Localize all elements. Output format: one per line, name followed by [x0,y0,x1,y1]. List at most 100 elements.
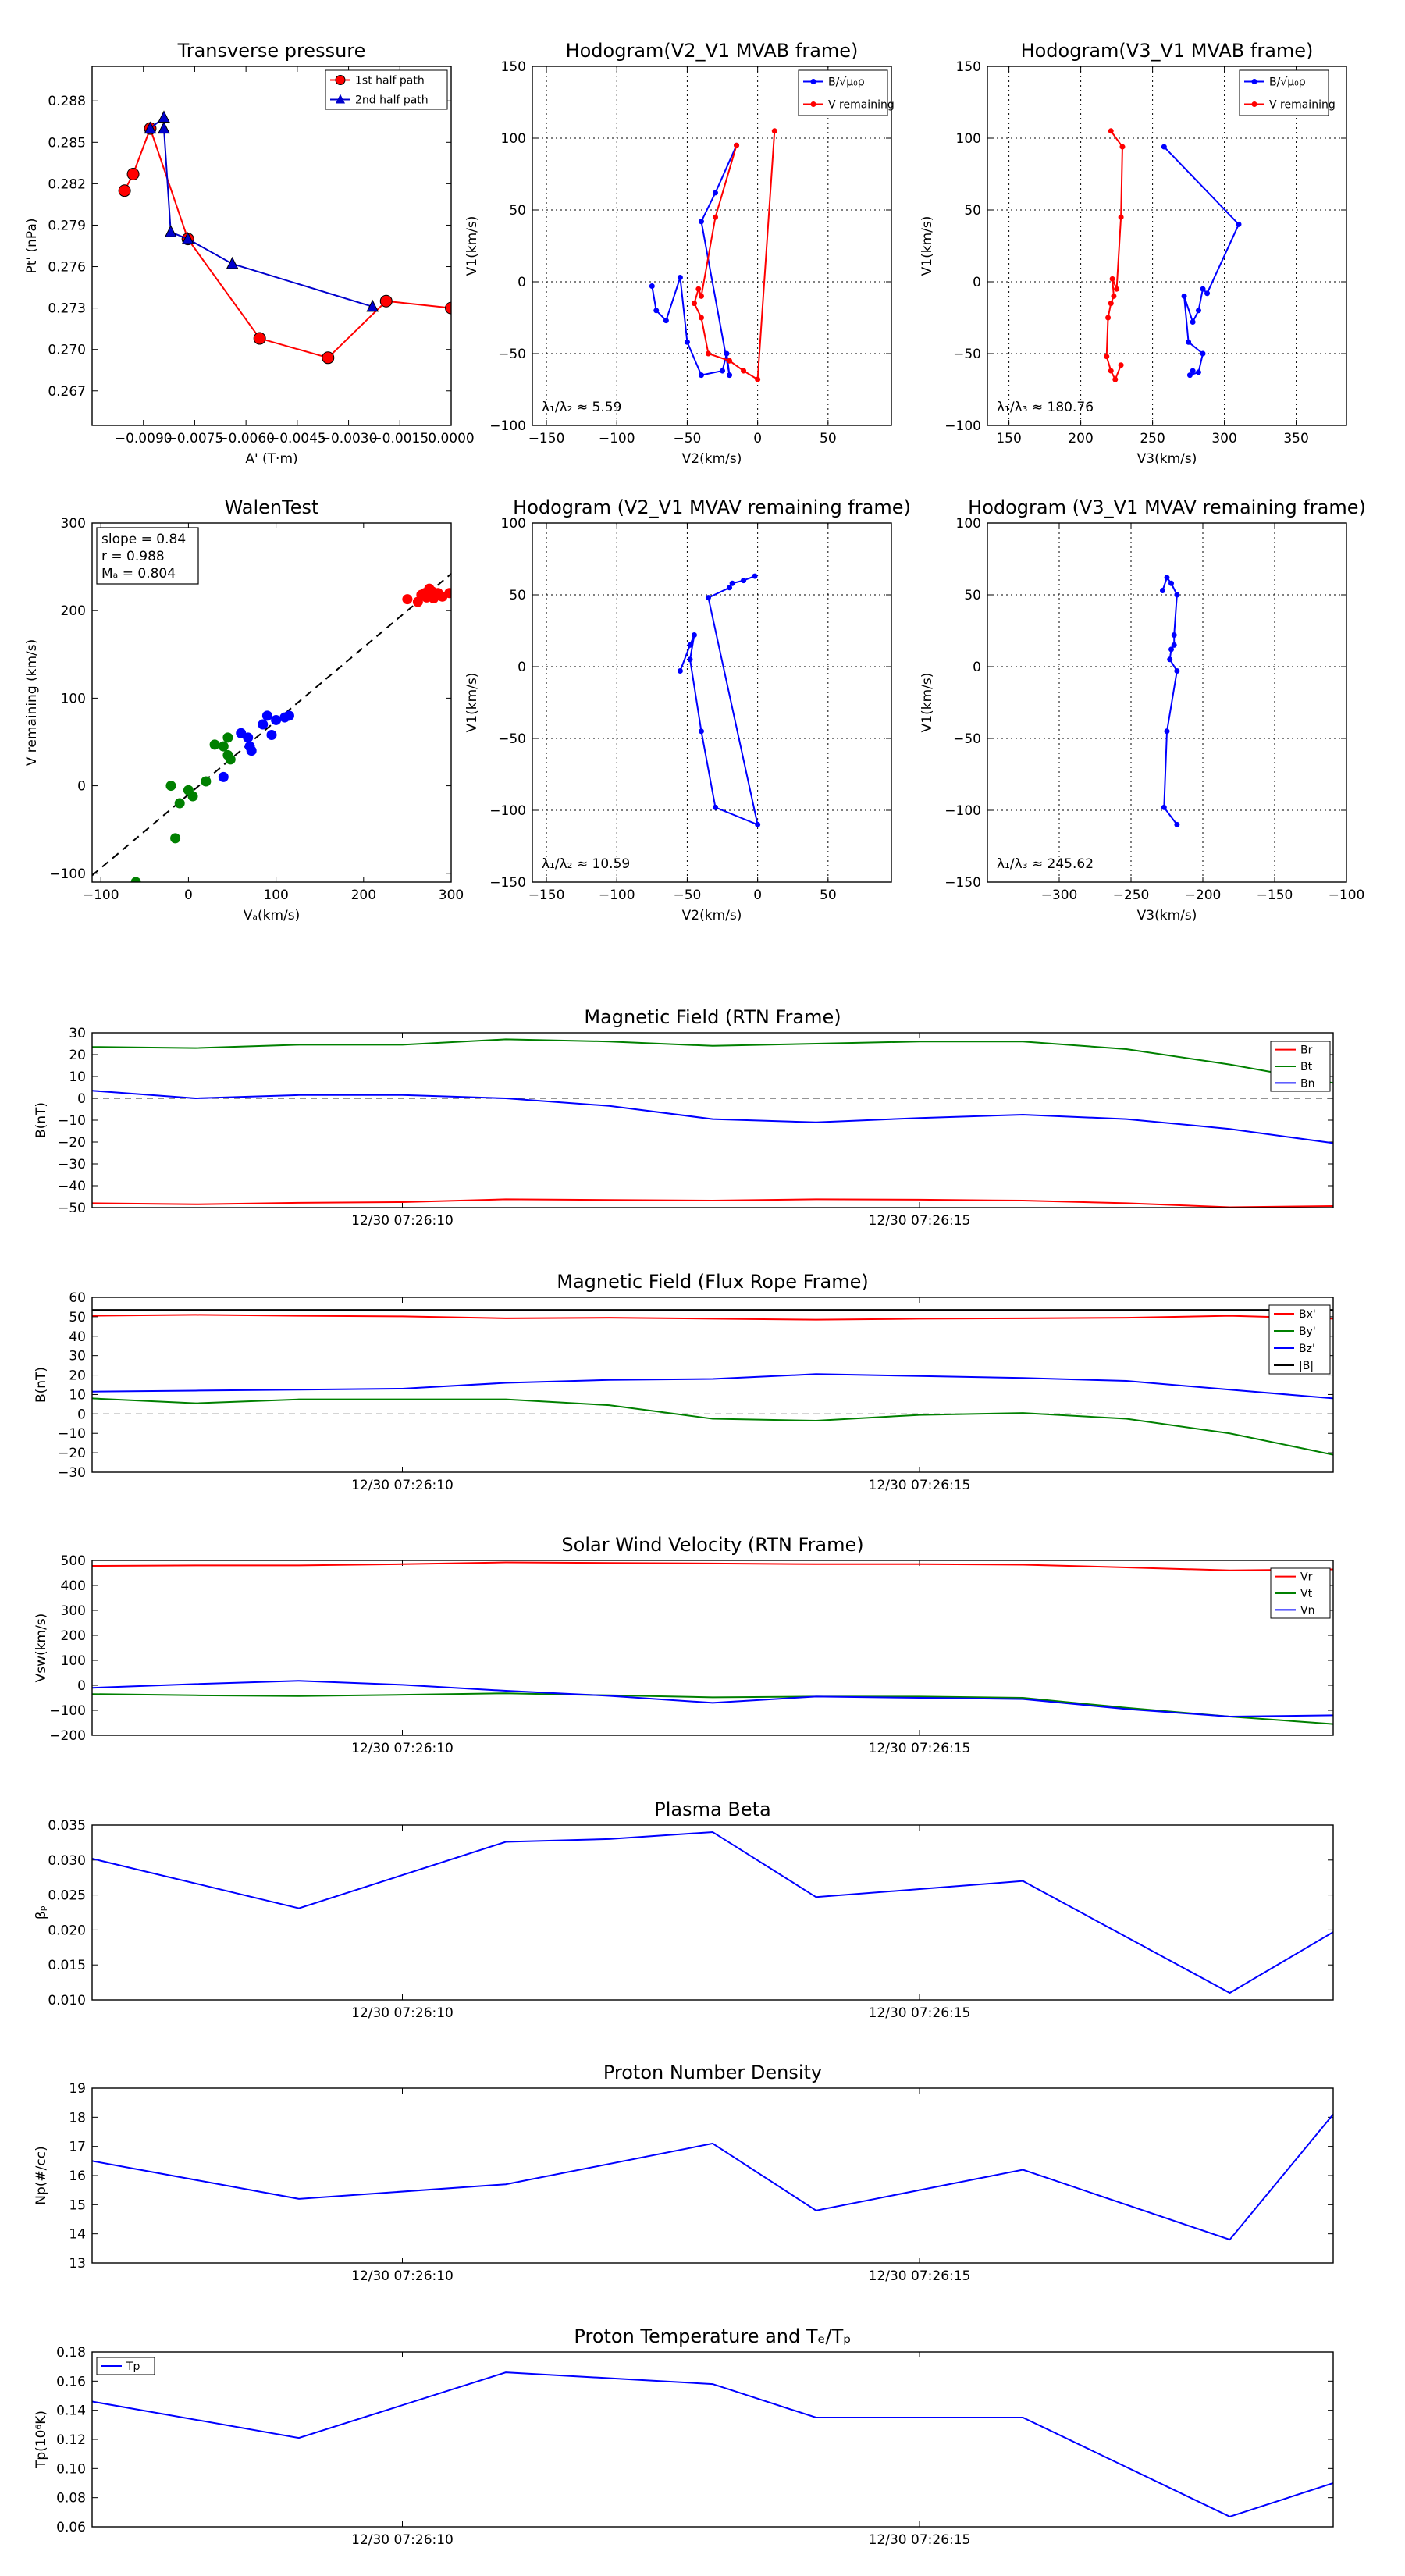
x-tick-label: −100 [83,888,119,903]
data-point [687,656,693,663]
series-line-Bt [92,1038,1333,1084]
plot-area [92,2113,1333,2241]
data-point [1186,339,1192,345]
chart-bflux: 12/30 07:26:10 12/30 07:26:15 −30 −20 −10 0 10… [34,1271,1334,1493]
y-tick-label: 50 [509,588,526,603]
series-line-beta [92,1831,1333,1994]
y-tick-label: 300 [61,1603,86,1619]
data-point [1195,308,1201,314]
legend: 1st half path 2nd half path [325,69,448,110]
y-tick-label: −100 [489,418,526,434]
x-tick-label: −0.0015 [371,431,429,447]
axes-frame [91,522,452,883]
chart-h3: 150 200 250 300 350 −100 −50 0 50 100 150 Hodogram(… [919,40,1347,467]
y-tick-label: −150 [489,875,526,891]
y-tick-label: 300 [61,516,86,532]
axes-frame [532,66,892,426]
y-tick-label: 0 [973,660,981,675]
y-tick-label: −30 [58,1157,86,1172]
chart-title: WalenTest [225,496,319,518]
chart-tpT: 12/30 07:26:10 12/30 07:26:15 0.06 0.08 0.10… [34,2325,1334,2548]
data-point [724,350,730,357]
data-point [663,318,669,324]
y-tick-label: 0.276 [48,260,86,276]
y-tick-label: 400 [61,1578,86,1594]
y-tick-label: 100 [501,516,526,532]
y-tick-label: −20 [58,1135,86,1151]
data-point [1174,668,1180,674]
data-point [720,368,726,374]
data-point [1112,376,1119,382]
y-tick-label: 20 [69,1368,86,1384]
x-tick-label: −100 [599,888,635,903]
plot-area [1159,575,1180,827]
x-tick-label: 12/30 07:26:10 [351,1213,454,1229]
y-tick-label: 0 [518,660,526,675]
x-tick-label: 12/30 07:26:15 [869,2532,971,2548]
y-tick-label: 14 [69,2227,86,2243]
x-tick-label: 50 [820,888,837,903]
y-tick-label: 0.14 [56,2403,86,2419]
data-point [1164,728,1170,735]
data-point [1174,821,1180,827]
data-point [1186,372,1193,379]
y-tick-label: −30 [58,1465,86,1481]
plot-area [1104,128,1242,382]
data-point [366,299,379,312]
plot-area [677,573,761,827]
data-point [695,286,702,292]
plot-area [649,128,777,382]
chart-title: Proton Temperature and Tₑ/Tₚ [574,2325,851,2347]
data-point [130,877,141,882]
y-tick-label: 0.285 [48,135,86,151]
data-point [677,668,683,674]
y-tick-label: 0 [973,275,981,290]
data-point [755,821,761,827]
y-tick-label: 18 [69,2110,86,2126]
y-axis-label: Np(#/cc) [34,2146,49,2204]
data-point [705,595,711,601]
axes-frame [987,66,1347,426]
y-tick-label: 0 [77,779,86,795]
data-point [164,225,177,237]
legend-label: 1st half path [355,75,425,87]
x-tick-label: 350 [1283,431,1308,447]
y-tick-label: −50 [58,1201,86,1216]
legend-marker [810,101,816,107]
axes-frame [987,522,1347,883]
data-point [1167,656,1173,663]
x-tick-label: −0.0090 [115,431,173,447]
legend-marker [1251,79,1257,84]
legend-box [325,69,448,110]
data-point [1190,319,1196,326]
annotation-frame [96,527,199,585]
data-point [741,578,747,584]
x-tick-label: −150 [1257,888,1293,903]
annotation-box: slope = 0.84 r = 0.988 Mₐ = 0.804 [96,527,199,585]
y-tick-label: 50 [69,1310,86,1325]
axes-frame [532,522,892,883]
series-line-By' [92,1397,1333,1456]
legend: B/√μ₀ρ V remaining [798,69,895,116]
legend-label: Vn [1300,1604,1314,1617]
y-tick-label: 100 [61,1653,86,1669]
legend-label: B/√μ₀ρ [1269,76,1306,89]
y-tick-label: 30 [69,1349,86,1364]
x-axis-label: V2(km/s) [682,908,742,923]
y-tick-label: 100 [501,131,526,147]
legend-marker [810,79,816,84]
y-tick-label: 100 [956,131,981,147]
series-line-path [1161,575,1178,826]
chart-h2r: −150 −100 −50 0 50 −150 −100 −50 0 50 100Hodogram … [464,496,911,923]
data-point [283,710,294,721]
y-tick-label: 0 [77,1678,86,1694]
chart-title: Magnetic Field (RTN Frame) [584,1006,841,1028]
series-line-B/√μ₀ρ [651,144,738,376]
y-tick-label: 0.12 [56,2432,86,2448]
y-tick-label: 20 [69,1048,86,1063]
data-point [1200,350,1206,357]
axes-frame [91,1824,1334,2001]
y-tick-label: 0.08 [56,2491,86,2507]
data-point [1105,315,1112,321]
